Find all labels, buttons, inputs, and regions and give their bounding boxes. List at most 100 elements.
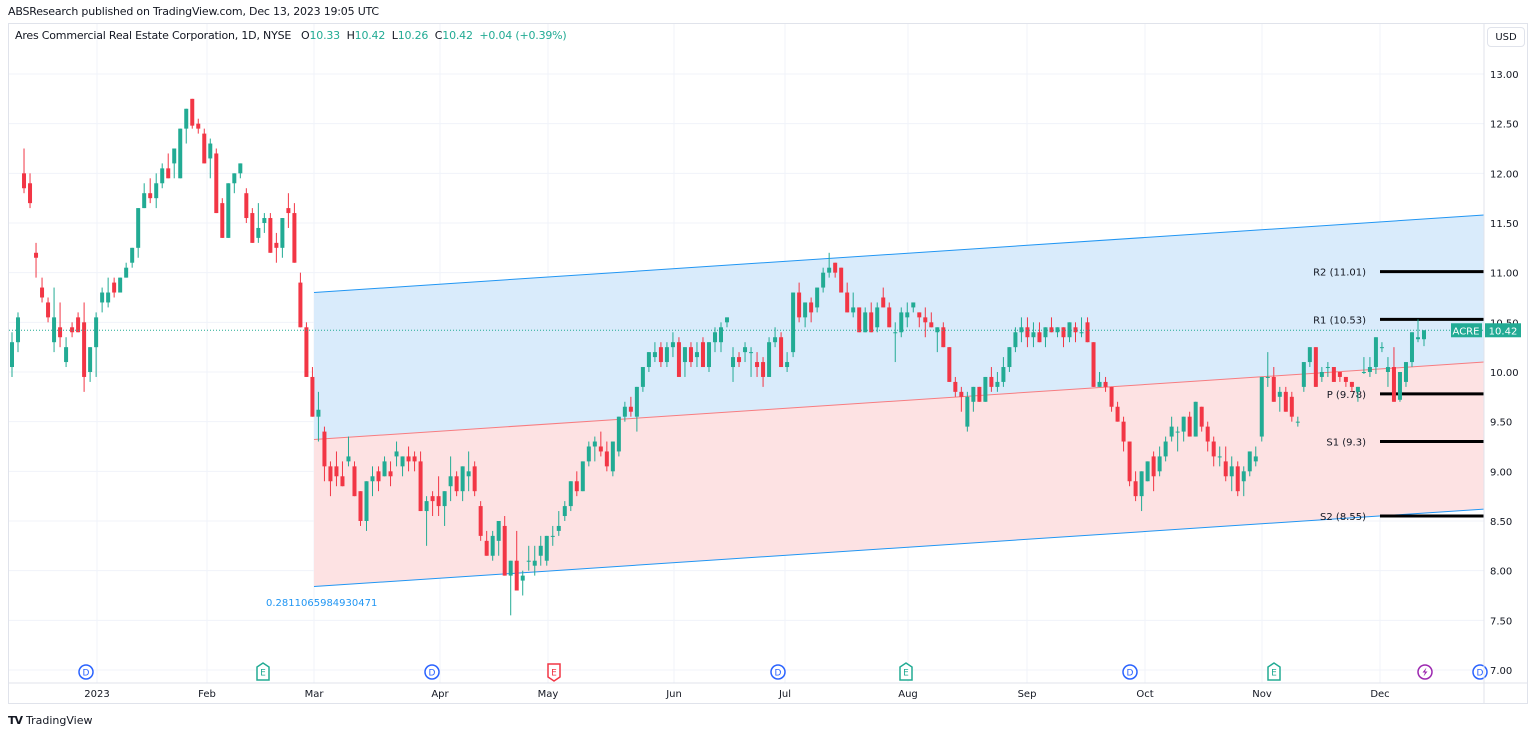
candle-body — [779, 337, 784, 368]
dividend-letter: D — [83, 669, 90, 679]
candle-body — [1247, 451, 1252, 472]
candle-body — [1163, 441, 1168, 457]
candle-body — [1031, 332, 1036, 338]
candle-body — [1145, 461, 1150, 482]
candle-body — [899, 312, 904, 333]
candle-body — [1211, 441, 1216, 457]
candle-body — [863, 312, 868, 333]
candle-body — [634, 386, 639, 417]
candle-body — [484, 540, 489, 556]
candle-body — [1025, 327, 1030, 338]
candle-body — [466, 471, 471, 477]
candle-body — [130, 247, 135, 263]
candle-body — [454, 476, 459, 492]
candle-body — [1187, 416, 1192, 437]
candle-body — [1289, 396, 1294, 417]
candle-body — [1349, 381, 1354, 387]
candle-body — [905, 312, 910, 318]
candle-body — [767, 342, 772, 377]
candle-body — [214, 153, 219, 214]
candle-body — [328, 466, 333, 482]
candle-body — [514, 560, 519, 591]
candle-body — [424, 501, 429, 512]
candle-body — [28, 183, 33, 204]
channel-mid-line[interactable] — [313, 361, 1485, 441]
tradingview-footer[interactable]: TV TradingView — [8, 714, 93, 727]
symbol-legend: Ares Commercial Real Estate Corporation,… — [15, 29, 567, 42]
candle-body — [725, 317, 730, 323]
candle-body — [508, 560, 513, 576]
pivot-label-r2: R2 (11.01) — [1313, 268, 1366, 279]
candle-body — [490, 535, 495, 556]
candle-body — [274, 242, 279, 248]
channel-upper-fill — [314, 215, 1484, 440]
candle-body — [208, 143, 213, 159]
candle-body — [550, 535, 555, 537]
candle-body — [785, 362, 790, 368]
x-tick-label: Aug — [898, 689, 918, 700]
regression-channel[interactable]: 0.2811065984930471 — [266, 214, 1485, 609]
candle-body — [202, 133, 207, 164]
candle-body — [628, 406, 633, 412]
channel-pearson-label: 0.2811065984930471 — [266, 598, 377, 609]
candle-body — [76, 317, 81, 333]
y-tick-label: 8.50 — [1490, 517, 1512, 528]
candle-body — [1079, 332, 1084, 334]
candle-body — [1157, 456, 1162, 472]
candle-body — [1049, 327, 1054, 333]
candle-body — [178, 128, 183, 179]
candle-body — [268, 218, 273, 253]
x-tick-label: Feb — [198, 689, 216, 700]
x-tick-label: Sep — [1018, 689, 1037, 700]
candle-body — [941, 327, 946, 348]
candle-body — [1307, 347, 1312, 363]
candle-body — [1151, 456, 1156, 477]
candle-body — [580, 461, 585, 492]
candle-body — [640, 367, 645, 387]
candle-body — [761, 362, 766, 377]
candle-body — [304, 327, 309, 377]
candle-body — [1271, 376, 1276, 402]
y-tick-label: 10.00 — [1490, 368, 1519, 379]
candle-body — [797, 292, 802, 318]
candle-body — [232, 173, 237, 184]
candle-body — [1121, 421, 1126, 442]
candle-body — [809, 302, 814, 313]
earnings-shape — [547, 663, 561, 682]
candlestick-series — [10, 98, 1426, 616]
candle-body — [791, 292, 796, 353]
candle-body — [394, 451, 399, 457]
candle-body — [220, 203, 225, 238]
y-tick-label: 9.50 — [1490, 418, 1512, 429]
last-price-badge — [1485, 323, 1521, 338]
candle-body — [959, 391, 964, 397]
x-tick-label: Dec — [1370, 689, 1389, 700]
candle-body — [1229, 466, 1234, 477]
close-label: C — [434, 29, 443, 42]
candle-body — [526, 560, 531, 562]
candle-body — [851, 307, 856, 313]
candle-body — [1337, 371, 1342, 377]
candle-body — [616, 416, 621, 452]
open-value: 10.33 — [309, 29, 340, 42]
dividend-icon: D — [1122, 664, 1138, 680]
candle-body — [340, 476, 345, 487]
candle-body — [1205, 426, 1210, 442]
candle-body — [1265, 376, 1270, 378]
candle-body — [412, 456, 417, 462]
earnings-letter: E — [551, 669, 557, 679]
candle-body — [1355, 386, 1360, 392]
channel-upper-line[interactable] — [313, 214, 1485, 294]
candle-body — [136, 208, 141, 248]
candle-body — [1169, 426, 1174, 437]
candle-body — [700, 342, 705, 368]
symbol-tag — [1451, 323, 1482, 338]
candle-body — [652, 352, 657, 358]
candle-body — [568, 481, 573, 507]
dividend-circle — [1122, 664, 1138, 680]
currency-button[interactable]: USD — [1487, 27, 1525, 47]
candle-body — [292, 213, 297, 263]
candle-body — [1343, 376, 1348, 382]
candle-body — [124, 267, 129, 278]
